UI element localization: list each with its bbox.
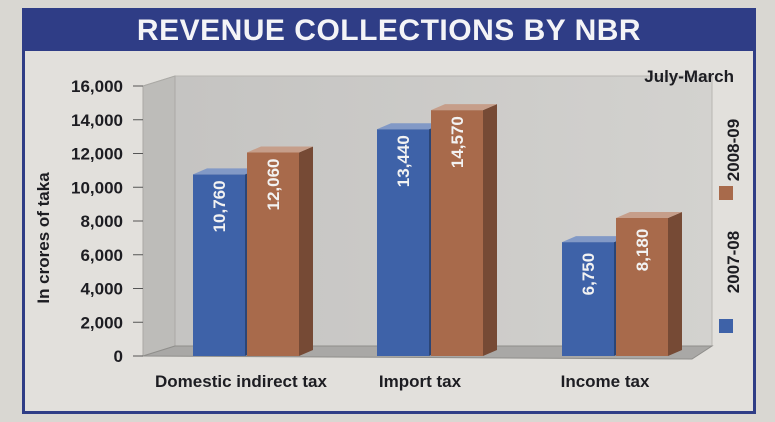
data-label: 13,440 — [394, 135, 413, 187]
bar-top — [562, 236, 628, 243]
bar-top — [431, 104, 497, 111]
period-label: July-March — [644, 67, 734, 86]
bar — [247, 146, 313, 356]
y-tick-label: 6,000 — [80, 246, 123, 265]
data-label: 14,570 — [448, 116, 467, 168]
y-tick-label: 4,000 — [80, 280, 123, 299]
legend-label: 2007-08 — [724, 231, 743, 293]
bar-front — [562, 242, 614, 356]
y-tick-label: 2,000 — [80, 313, 123, 332]
y-tick-label: 10,000 — [71, 178, 123, 197]
bar-side — [299, 146, 313, 356]
chart-side-wall — [142, 75, 176, 357]
bar-front — [431, 110, 483, 356]
y-tick-label: 16,000 — [71, 77, 123, 96]
bar-top — [247, 146, 313, 153]
y-tick-label: 12,000 — [71, 145, 123, 164]
bar-front — [616, 217, 668, 356]
data-label: 6,750 — [579, 253, 598, 296]
data-label: 10,760 — [210, 180, 229, 232]
chart-title: REVENUE COLLECTIONS BY NBR — [25, 11, 753, 51]
x-category-label: Domestic indirect tax — [155, 372, 327, 391]
y-tick-label: 14,000 — [71, 111, 123, 130]
legend-swatch — [719, 319, 733, 333]
data-label: 8,180 — [633, 229, 652, 272]
legend-swatch — [719, 186, 733, 200]
bar-top — [193, 168, 259, 175]
x-category-label: Income tax — [561, 372, 650, 391]
bar — [431, 104, 497, 356]
bar-side — [483, 104, 497, 356]
bar-front — [193, 174, 245, 356]
data-label: 12,060 — [264, 158, 283, 210]
bar-side — [668, 211, 682, 356]
y-tick-label: 0 — [114, 347, 123, 366]
y-axis-title: In crores of taka — [34, 172, 53, 304]
bar — [616, 211, 682, 356]
bar-top — [377, 123, 443, 130]
x-category-label: Import tax — [379, 372, 462, 391]
legend-label: 2008-09 — [724, 119, 743, 181]
bar-front — [377, 129, 429, 356]
bar-top — [616, 211, 682, 218]
bar-front — [247, 152, 299, 356]
y-tick-label: 8,000 — [80, 212, 123, 231]
